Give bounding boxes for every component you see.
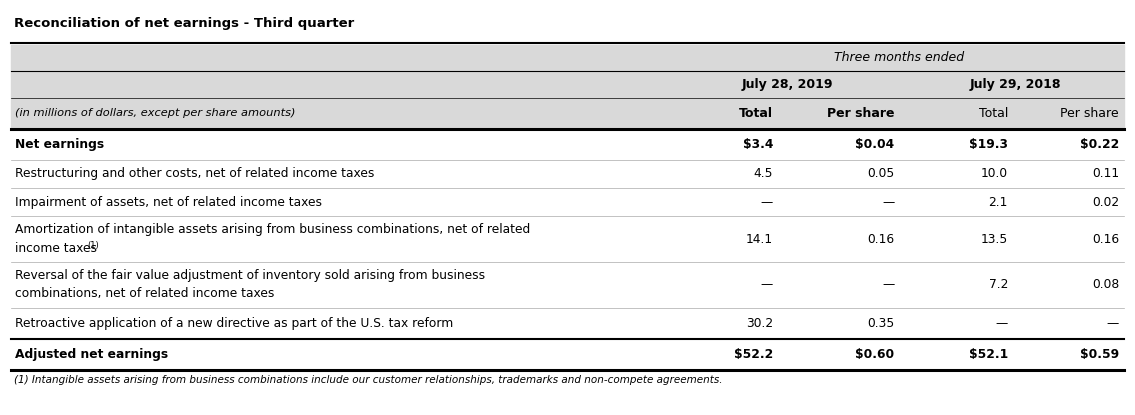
- Text: 0.16: 0.16: [1092, 232, 1119, 246]
- Bar: [11, 262, 1124, 308]
- Text: 13.5: 13.5: [981, 232, 1008, 246]
- Text: 14.1: 14.1: [746, 232, 773, 246]
- Text: 4.5: 4.5: [754, 167, 773, 181]
- Text: —: —: [882, 278, 894, 291]
- Text: —: —: [882, 195, 894, 209]
- Text: Reconciliation of net earnings - Third quarter: Reconciliation of net earnings - Third q…: [14, 17, 354, 30]
- Text: $0.04: $0.04: [856, 138, 894, 151]
- Text: (1): (1): [87, 241, 99, 250]
- Text: Reversal of the fair value adjustment of inventory sold arising from business: Reversal of the fair value adjustment of…: [15, 269, 485, 282]
- Text: Amortization of intangible assets arising from business combinations, net of rel: Amortization of intangible assets arisin…: [15, 223, 530, 237]
- Text: $19.3: $19.3: [969, 138, 1008, 151]
- Text: 30.2: 30.2: [746, 317, 773, 330]
- Text: Restructuring and other costs, net of related income taxes: Restructuring and other costs, net of re…: [15, 167, 375, 181]
- Text: July 28, 2019: July 28, 2019: [741, 78, 833, 90]
- Text: 10.0: 10.0: [981, 167, 1008, 181]
- Text: combinations, net of related income taxes: combinations, net of related income taxe…: [15, 287, 275, 300]
- Text: (1) Intangible assets arising from business combinations include our customer re: (1) Intangible assets arising from busin…: [14, 375, 722, 385]
- Text: 0.35: 0.35: [867, 317, 894, 330]
- Text: $52.1: $52.1: [968, 348, 1008, 361]
- Text: 0.11: 0.11: [1092, 167, 1119, 181]
- Bar: [11, 188, 1124, 216]
- Text: 0.05: 0.05: [867, 167, 894, 181]
- Text: Per share: Per share: [1060, 107, 1119, 120]
- Text: —: —: [995, 317, 1008, 330]
- Bar: [11, 160, 1124, 188]
- Text: Net earnings: Net earnings: [15, 138, 104, 151]
- Text: $52.2: $52.2: [733, 348, 773, 361]
- Text: Per share: Per share: [827, 107, 894, 120]
- Text: Total: Total: [739, 107, 773, 120]
- Text: income taxes: income taxes: [15, 242, 96, 255]
- Bar: [11, 71, 1124, 98]
- Text: $0.60: $0.60: [856, 348, 894, 361]
- Bar: [11, 45, 1124, 71]
- Text: 0.16: 0.16: [867, 232, 894, 246]
- Text: (in millions of dollars, except per share amounts): (in millions of dollars, except per shar…: [15, 108, 295, 118]
- Bar: [11, 339, 1124, 370]
- Text: $0.22: $0.22: [1079, 138, 1119, 151]
- Text: 7.2: 7.2: [989, 278, 1008, 291]
- Text: July 29, 2018: July 29, 2018: [970, 78, 1061, 90]
- Text: Total: Total: [978, 107, 1008, 120]
- Bar: [11, 308, 1124, 339]
- Text: 0.02: 0.02: [1092, 195, 1119, 209]
- Text: $3.4: $3.4: [742, 138, 773, 151]
- Text: 0.08: 0.08: [1092, 278, 1119, 291]
- Bar: [11, 216, 1124, 262]
- Text: —: —: [760, 195, 773, 209]
- Text: Three months ended: Three months ended: [834, 51, 965, 64]
- Text: —: —: [1107, 317, 1119, 330]
- Bar: [11, 98, 1124, 129]
- Text: 2.1: 2.1: [989, 195, 1008, 209]
- Text: Impairment of assets, net of related income taxes: Impairment of assets, net of related inc…: [15, 195, 321, 209]
- Text: Retroactive application of a new directive as part of the U.S. tax reform: Retroactive application of a new directi…: [15, 317, 453, 330]
- Text: —: —: [760, 278, 773, 291]
- Bar: [11, 129, 1124, 160]
- Text: $0.59: $0.59: [1081, 348, 1119, 361]
- Text: Adjusted net earnings: Adjusted net earnings: [15, 348, 168, 361]
